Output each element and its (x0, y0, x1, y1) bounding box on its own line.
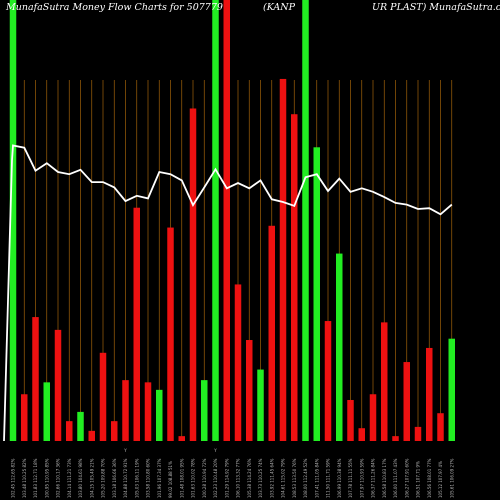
bar-20 (234, 284, 242, 441)
chart-title-right: UR PLAST) MunafaSutra.com (372, 2, 500, 13)
bar-29 (336, 253, 343, 441)
bar-5 (66, 421, 73, 441)
bar-8 (99, 352, 107, 441)
bar-label-8: 105.20 109.88 70% (101, 458, 106, 498)
bar-label-21: 105.38 114.24 76% (247, 458, 252, 498)
bar-1 (21, 394, 28, 441)
bar-label-34: 106.00 111.07 43% (393, 458, 398, 498)
bar-label-23: 103.92 111.45 64% (269, 458, 274, 498)
bar-13 (156, 389, 163, 441)
bar-7 (88, 430, 95, 441)
bar-label-16: 101.63 110.02 78% (191, 458, 196, 498)
bar-label-36: 106.51 107.71 9% (416, 461, 421, 498)
chart-title-middle: (KANP (263, 2, 295, 13)
bar-label-12: 103.58 110.80 60% (146, 458, 151, 498)
price-line (3, 144, 453, 442)
bar-25 (291, 114, 298, 442)
bar-16 (189, 108, 197, 442)
bar-11 (133, 207, 140, 441)
bar-30 (347, 399, 354, 441)
bar-label-3: 100.95 110.95 85% (44, 458, 49, 498)
bar-38 (437, 413, 444, 441)
bar-18 (212, 0, 219, 441)
bar-21 (246, 340, 253, 441)
bar-14 (167, 227, 174, 441)
bar-label-11: 105.03 106.11 19% (134, 458, 139, 498)
bar-6 (77, 411, 84, 441)
bar-label-1: 103.48 110.25 82% (22, 458, 27, 498)
bar-label-10: 104.88 110.72 91% (123, 458, 128, 498)
bar-12 (144, 382, 152, 441)
bar-22 (257, 369, 264, 441)
bar-label-20: 106.10 113.32 77% (236, 458, 241, 498)
bar-2 (32, 317, 39, 441)
bar-4 (54, 329, 62, 441)
bar-label-32: 106.37 111.26 84% (371, 458, 376, 498)
bar-label-27: 107.41 111.05 84% (314, 458, 319, 498)
bar-label-9: 103.18 106.66 36% (112, 458, 117, 498)
bar-label-33: 106.58 110.83 17% (382, 458, 387, 498)
bar-36 (414, 426, 422, 441)
bar-9 (111, 421, 118, 441)
bar-27 (313, 147, 320, 441)
bar-label-17: 100.28 110.94 72% (202, 458, 207, 498)
bar-26 (302, 0, 309, 441)
bar-label-0: 102.45 112.65 82% (11, 458, 16, 498)
bar-label-38: 105.12 107.97 4% (438, 461, 443, 498)
bar-label-26: 108.00 112.49 52% (303, 458, 308, 498)
bar-label-6: 103.80 104.61 98% (78, 458, 83, 498)
bar-label-35: 106.27 107.91 60% (404, 458, 409, 498)
bar-label-18: 102.23 110.48 20% (213, 458, 218, 498)
bar-label-7: 104.15 105.49 21% (89, 458, 94, 498)
bar-32 (369, 394, 377, 441)
axis-marker: Y (123, 448, 127, 453)
bar-label-39: 105.61 106.09 27% (449, 458, 454, 498)
bar-15 (178, 436, 185, 441)
bar-label-2: 101.83 112.71 18% (33, 458, 38, 498)
axis-marker: Y (213, 448, 217, 453)
bar-0 (9, 0, 17, 441)
bar-label-19: 101.29 114.92 79% (224, 458, 229, 498)
bar-label-14: 99.02 108.88 51% (168, 461, 173, 498)
bar-39 (448, 338, 455, 441)
bar-label-24: 104.61 115.02 79% (281, 458, 286, 498)
bar-28 (324, 321, 332, 441)
bar-23 (268, 225, 275, 441)
bar-35 (403, 362, 410, 441)
bar-label-29: 106.99 110.38 94% (337, 458, 342, 498)
bar-17 (201, 380, 208, 441)
bar-label-37: 106.56 108.01 77% (427, 458, 432, 498)
bar-label-22: 103.73 110.25 74% (258, 458, 263, 498)
bar-label-5: 104.14 111.21 73% (67, 458, 72, 498)
bar-label-28: 111.50 111.71 59% (326, 458, 331, 498)
bar-label-30: 107.78 111.11 55% (348, 458, 353, 498)
bar-label-4: 102.66 110.17 36% (56, 458, 61, 498)
bar-label-13: 101.96 107.34 37% (157, 458, 162, 498)
bar-3 (43, 382, 50, 441)
bar-label-25: 108.53 113.50 76% (292, 458, 297, 498)
bar-label-31: 107.97 110.93 59% (359, 458, 364, 498)
chart-title-left: MunafaSutra Money Flow Charts for 507779 (6, 2, 223, 13)
bar-24 (279, 78, 287, 442)
bar-37 (426, 347, 433, 441)
bar-34 (392, 436, 399, 441)
bar-33 (381, 322, 388, 441)
bar-19 (223, 0, 230, 441)
bar-label-15: 101.48 108.01 95% (179, 458, 184, 498)
bar-31 (358, 428, 365, 441)
bar-10 (122, 380, 129, 441)
